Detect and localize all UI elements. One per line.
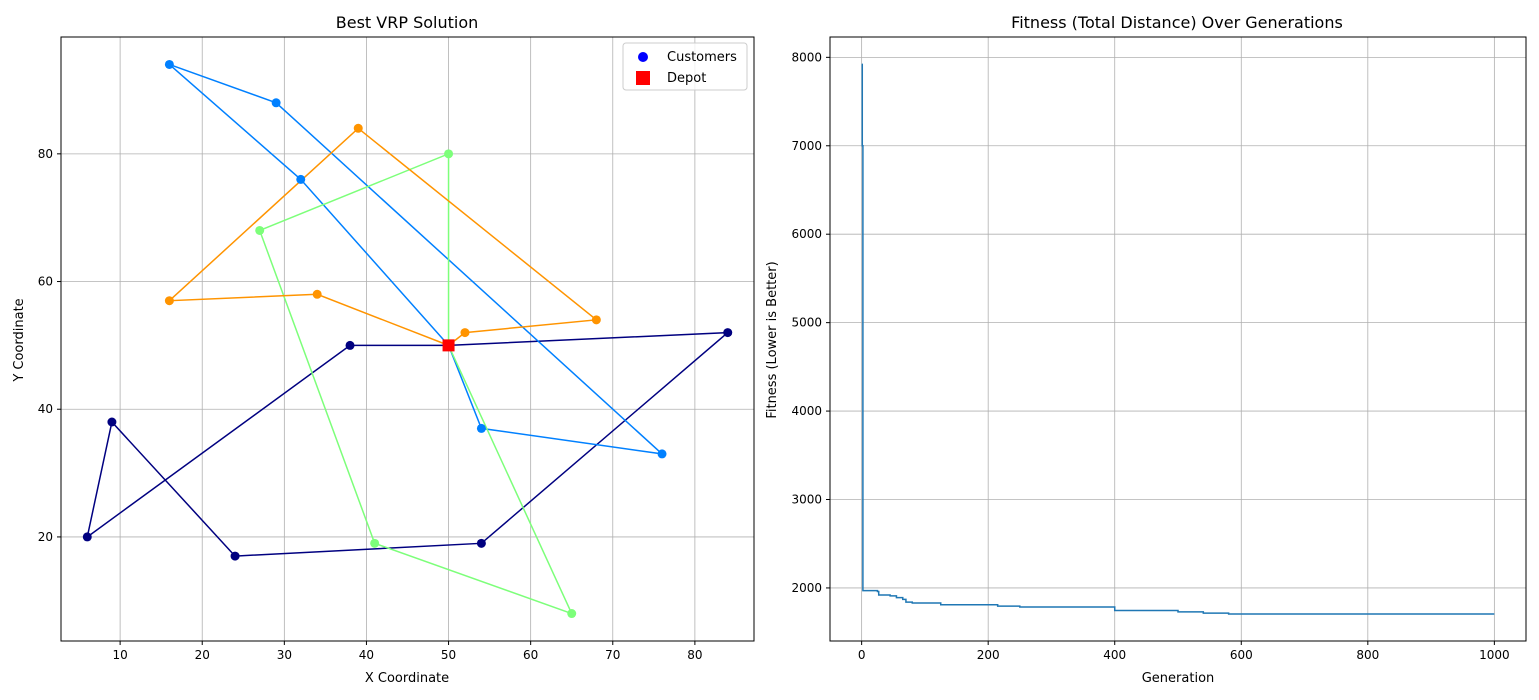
x-tick-label: 1000 [1479, 648, 1510, 662]
fitness-chart: Fitness (Total Distance) Over Generation… [765, 13, 1527, 686]
chart-title: Best VRP Solution [336, 13, 479, 32]
y-tick-label: 60 [38, 275, 53, 289]
y-tick-label: 40 [38, 402, 53, 416]
x-tick-label: 800 [1356, 648, 1379, 662]
route-point [345, 340, 355, 350]
x-tick-label: 600 [1230, 648, 1253, 662]
y-tick-label: 3000 [791, 493, 822, 507]
x-tick-label: 60 [523, 648, 538, 662]
y-tick-label: 6000 [791, 227, 822, 241]
route-point [657, 449, 667, 459]
y-axis-label: Fitness (Lower is Better) [765, 261, 780, 418]
customer-points [82, 59, 733, 619]
grid [830, 37, 1526, 641]
route-point [591, 315, 601, 325]
route-point [164, 296, 174, 306]
route-point [255, 225, 265, 235]
route-point [567, 609, 577, 619]
y-tick-label: 2000 [791, 581, 822, 595]
legend-label-customers: Customers [667, 50, 737, 65]
route-point [353, 123, 363, 133]
fitness-series [861, 63, 1495, 615]
legend-marker-depot [636, 71, 650, 85]
legend-label-depot: Depot [667, 71, 706, 86]
route-point [476, 538, 486, 548]
y-axis-label: Y Coordinate [12, 298, 27, 382]
depot-square [442, 339, 455, 352]
vrp-solution-chart: Best VRP Solution 10 20 30 40 50 60 70 80 20 40 60… [12, 13, 755, 686]
legend-box [622, 42, 748, 91]
x-tick-label: 20 [195, 648, 210, 662]
route-point [271, 98, 281, 108]
route-point [107, 417, 117, 427]
grid [61, 37, 754, 641]
x-axis-label: Generation [1142, 671, 1215, 686]
route-point [370, 538, 380, 548]
route-point [460, 328, 470, 338]
routes [86, 63, 730, 615]
plot-frame [60, 36, 755, 642]
route-line-4 [167, 127, 599, 347]
route-point [723, 328, 733, 338]
route-point [476, 423, 486, 433]
legend-marker-customers [638, 52, 648, 62]
y-tick-label: 80 [38, 147, 53, 161]
x-tick-label: 200 [977, 648, 1000, 662]
fitness-line [861, 63, 1495, 615]
x-tick-label: 0 [858, 648, 866, 662]
y-tick-label: 8000 [791, 50, 822, 64]
x-tick-label: 40 [359, 648, 374, 662]
x-axis-label: X Coordinate [365, 671, 449, 686]
y-tick-label: 7000 [791, 139, 822, 153]
axis-ticks: 10 20 30 40 50 60 70 80 20 40 60 80 [38, 147, 703, 662]
x-tick-label: 400 [1103, 648, 1126, 662]
route-point [312, 289, 322, 299]
x-tick-label: 50 [441, 648, 456, 662]
x-tick-label: 30 [277, 648, 292, 662]
route-line-3 [258, 152, 574, 615]
route-point [296, 174, 306, 184]
plot-frame [829, 36, 1527, 642]
depot-marker [442, 339, 455, 352]
x-tick-label: 10 [112, 648, 127, 662]
route-point [164, 59, 174, 69]
y-tick-label: 4000 [791, 404, 822, 418]
route-point [82, 532, 92, 542]
route-point [444, 149, 454, 159]
axis-ticks: 0 200 400 600 800 1000 2000 3000 4000 5000 6000 700… [791, 50, 1509, 662]
route-point [230, 551, 240, 561]
y-tick-label: 20 [38, 530, 53, 544]
y-tick-label: 5000 [791, 316, 822, 330]
x-tick-label: 70 [605, 648, 620, 662]
legend: Customers Depot [622, 42, 748, 91]
route-line-1 [86, 331, 730, 557]
chart-title: Fitness (Total Distance) Over Generation… [1011, 13, 1343, 32]
x-tick-label: 80 [687, 648, 702, 662]
route-line-2 [168, 63, 665, 456]
